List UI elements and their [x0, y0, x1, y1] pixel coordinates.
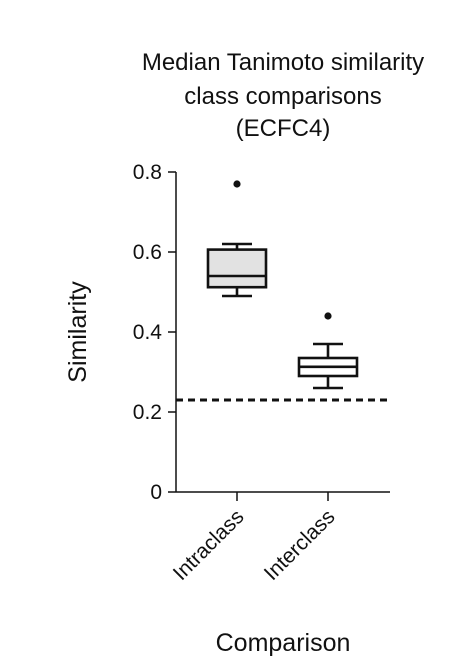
y-tick-label: 0.4: [133, 321, 163, 344]
chart-title-line-3: (ECFC4): [236, 115, 331, 142]
y-tick-label: 0.6: [133, 241, 162, 264]
chart-title: Median Tanimoto similarity class compari…: [142, 49, 424, 142]
y-tick-label: 0.8: [133, 161, 162, 184]
chart-axes: 0 0.2 0.4 0.6 0.8: [133, 161, 390, 504]
chart-title-line-2: class comparisons: [184, 83, 381, 110]
box-intraclass: [206, 180, 268, 298]
outlier-point: [233, 180, 241, 188]
y-tick-label: 0: [150, 481, 162, 504]
x-tick-label: Interclass: [260, 505, 340, 585]
x-tick-labels: Intraclass Interclass: [169, 505, 340, 585]
box-layer: [206, 180, 359, 390]
chart-title-line-1: Median Tanimoto similarity: [142, 49, 424, 76]
x-tick-label: Intraclass: [169, 505, 249, 585]
y-tick-label: 0.2: [133, 401, 162, 424]
box-interclass: [297, 312, 359, 390]
x-axis-label: Comparison: [216, 629, 351, 657]
outlier-point: [324, 312, 332, 320]
iqr-box: [206, 248, 268, 289]
y-axis-label: Similarity: [64, 281, 92, 383]
